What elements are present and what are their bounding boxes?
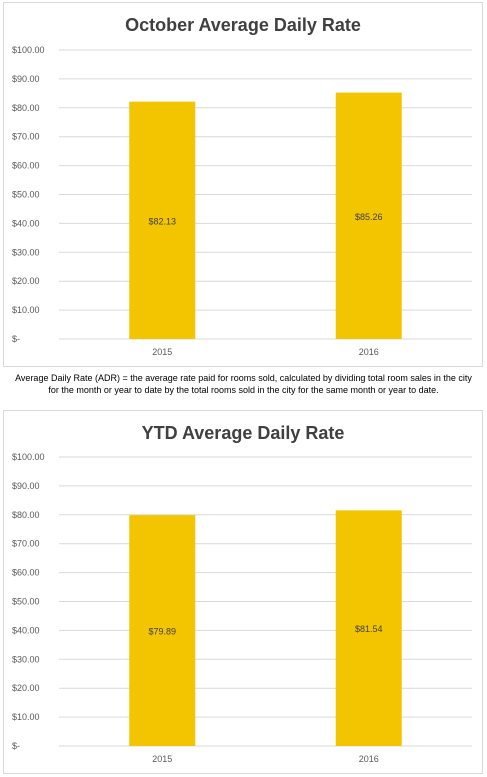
october-adr-plot: $- $10.00 $20.00 $30.00 $40.00 $50.00 $60.00 $7…	[12, 45, 472, 357]
adr-definition-note: Average Daily Rate (ADR) = the average r…	[0, 372, 487, 396]
y-tick-label: $90.00	[12, 481, 40, 491]
bar	[129, 101, 196, 339]
bar	[335, 510, 402, 746]
y-tick-label: $40.00	[12, 625, 40, 635]
y-tick-label: $60.00	[12, 161, 40, 171]
x-tick-label: 2016	[359, 347, 379, 357]
y-tick-label: $90.00	[12, 74, 40, 84]
y-tick-label: $30.00	[12, 654, 40, 664]
x-tick-label: 2016	[359, 754, 379, 764]
data-label: $81.54	[355, 624, 383, 634]
y-tick-label: $40.00	[12, 218, 40, 228]
x-tick-label: 2015	[152, 754, 172, 764]
y-tick-label: $10.00	[12, 305, 40, 315]
bar	[129, 515, 196, 746]
y-tick-label: $60.00	[12, 568, 40, 578]
chart-title: October Average Daily Rate	[125, 15, 361, 35]
y-tick-label: $70.00	[12, 539, 40, 549]
y-tick-label: $10.00	[12, 712, 40, 722]
y-tick-label: $100.00	[12, 45, 45, 55]
note-line-2: for the month or year to date by the tot…	[48, 385, 439, 395]
y-tick-label: $80.00	[12, 510, 40, 520]
note-line-1: Average Daily Rate (ADR) = the average r…	[15, 373, 472, 383]
y-tick-label: $100.00	[12, 452, 45, 462]
y-tick-label: $50.00	[12, 190, 40, 200]
october-adr-chart: October Average Daily Rate $- $10.00 $20.0…	[3, 2, 483, 367]
chart-title: YTD Average Daily Rate	[141, 423, 345, 443]
y-tick-label: $-	[12, 741, 20, 751]
ytd-adr-chart: YTD Average Daily Rate $- $10.00 $20.00 $30…	[3, 410, 483, 774]
data-label: $82.13	[148, 216, 176, 226]
x-tick-label: 2015	[152, 347, 172, 357]
y-tick-label: $80.00	[12, 103, 40, 113]
bar	[335, 92, 402, 339]
data-label: $79.89	[148, 627, 176, 637]
y-tick-label: $70.00	[12, 132, 40, 142]
data-label: $85.26	[355, 212, 383, 222]
y-tick-label: $50.00	[12, 597, 40, 607]
y-tick-label: $30.00	[12, 247, 40, 257]
y-tick-label: $-	[12, 334, 20, 344]
ytd-adr-plot: $- $10.00 $20.00 $30.00 $40.00 $50.00 $60.00 $7…	[12, 452, 472, 764]
y-tick-label: $20.00	[12, 683, 40, 693]
y-tick-label: $20.00	[12, 276, 40, 286]
